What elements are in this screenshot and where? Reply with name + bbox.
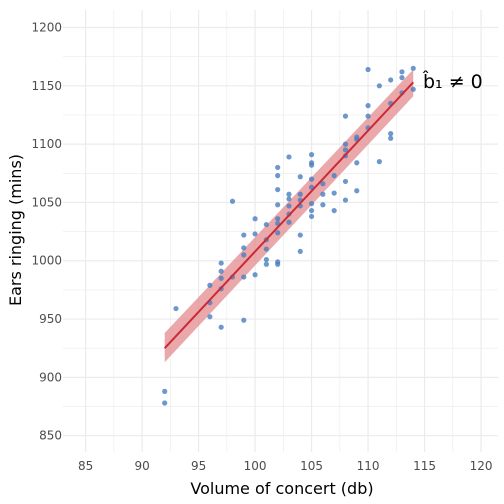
data-point [241,232,247,238]
y-tick-label: 900 [39,370,62,384]
data-point [388,131,394,137]
x-tick-label: 90 [134,459,149,473]
data-point [308,162,315,168]
data-point [331,190,337,196]
data-point [388,77,394,83]
data-point [241,245,247,251]
data-point [297,248,303,255]
data-point [241,274,247,280]
data-point [297,191,303,197]
data-point [365,66,371,73]
data-point [263,261,269,267]
data-point [275,202,281,208]
data-point [162,388,168,394]
data-point [252,272,258,278]
data-point [275,173,281,179]
x-axis-title: Volume of concert (db) [190,479,373,498]
data-point [388,135,394,141]
data-point [365,103,371,109]
data-point [331,173,337,179]
data-point [297,174,303,180]
data-point [263,256,269,263]
data-point [342,178,349,185]
data-point [241,317,247,323]
data-point [342,147,349,153]
x-tick-label: 120 [470,459,493,473]
regression-line [163,81,414,349]
x-tick-label: 115 [413,459,436,473]
data-point [354,160,360,166]
x-tick-labels: 85 90 95 100 105 110 115 120 [78,459,493,473]
data-point [331,207,337,214]
data-point [410,65,416,71]
x-tick-label: 110 [357,459,380,473]
data-point [229,198,236,204]
data-point [376,83,382,89]
data-point [297,232,303,238]
data-point [207,282,213,288]
data-point [320,202,326,208]
data-point [275,216,281,222]
data-point [320,181,326,187]
data-point [252,216,258,222]
data-point [342,141,349,147]
data-point [376,159,382,165]
x-tick-label: 85 [78,459,93,473]
data-point [275,164,281,171]
data-point [308,176,315,182]
data-point [252,231,258,237]
data-point [308,213,315,220]
y-tick-label: 1150 [31,79,62,93]
y-axis-title: Ears ringing (mins) [6,154,25,306]
data-point [354,188,360,194]
data-point [218,260,224,266]
data-point [286,196,292,202]
slope-annotation: b̂₁ ≠ 0 [422,71,482,93]
data-point [308,207,315,214]
data-point [173,305,179,312]
y-tick-label: 1000 [31,254,62,268]
data-point [286,154,292,160]
y-tick-label: 950 [39,312,62,326]
data-point [410,86,416,92]
data-point [308,200,315,207]
data-point [275,261,281,267]
data-point [218,268,224,274]
data-point [308,152,315,158]
data-point [320,191,326,197]
data-point [399,75,405,81]
data-point [342,197,349,203]
data-point [275,186,281,193]
data-point [286,219,292,225]
data-point [218,324,224,330]
data-point [162,400,168,406]
data-point [241,252,247,258]
y-tick-labels: 850 900 950 1000 1050 1100 1150 1200 [31,20,62,442]
data-point [286,203,292,209]
x-tick-label: 100 [244,459,267,473]
y-tick-label: 1050 [31,195,62,209]
data-point [275,230,281,236]
data-point [218,275,224,281]
data-point [263,246,269,252]
data-point [399,69,405,75]
data-point [342,113,349,119]
major-gridlines [63,10,498,452]
data-point [263,221,269,228]
x-tick-label: 105 [300,459,323,473]
x-tick-label: 95 [191,459,206,473]
data-point [286,191,292,197]
y-tick-label: 850 [39,429,62,443]
y-tick-label: 1100 [31,137,62,151]
data-point [365,113,371,119]
y-tick-label: 1200 [31,20,62,34]
data-point [207,314,213,320]
